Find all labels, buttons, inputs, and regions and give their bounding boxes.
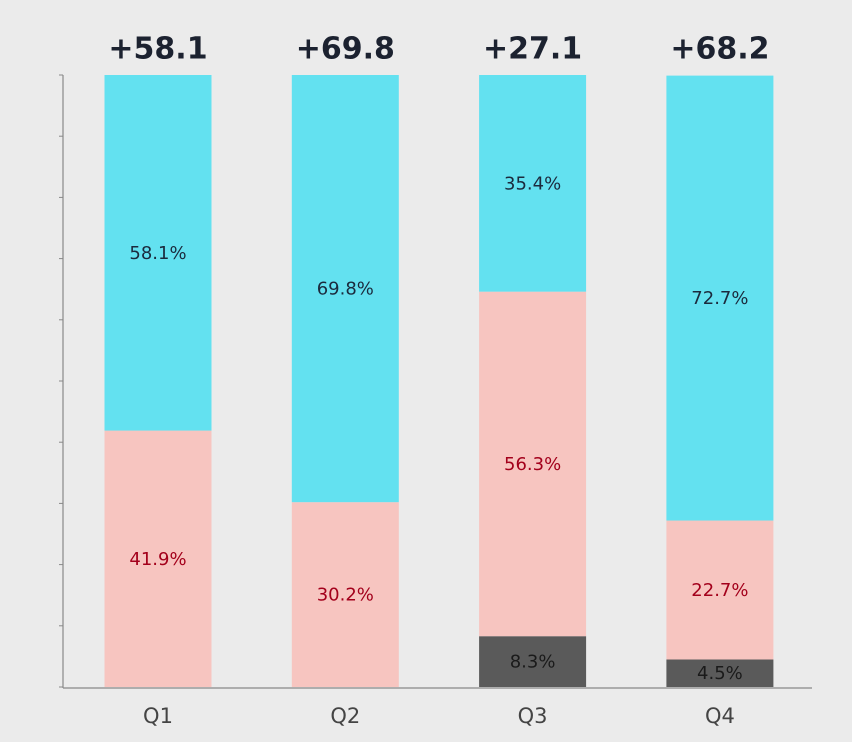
bar-segment	[666, 520, 774, 660]
data-label: 35.4%	[504, 173, 561, 194]
bar-segment	[291, 502, 399, 687]
net-label: +69.8	[296, 32, 395, 67]
data-label: 41.9%	[129, 549, 186, 570]
bar-segment	[291, 75, 399, 503]
bar-segment	[479, 291, 587, 637]
data-label: 69.8%	[317, 279, 374, 300]
data-label: 4.5%	[697, 663, 743, 684]
bar-segment	[666, 659, 774, 687]
data-label: 30.2%	[317, 585, 374, 606]
data-label: 8.3%	[510, 652, 556, 673]
bar-segment	[104, 75, 212, 431]
x-tick-label: Q2	[330, 704, 360, 728]
data-label: 22.7%	[691, 580, 748, 601]
data-label: 56.3%	[504, 454, 561, 475]
data-label: 72.7%	[691, 288, 748, 309]
x-tick-label: Q3	[518, 704, 548, 728]
net-label: +68.2	[670, 32, 769, 67]
x-tick-label: Q4	[705, 704, 735, 728]
bar-segment	[666, 75, 774, 521]
x-tick-label: Q1	[143, 704, 173, 728]
bar-segment	[479, 75, 587, 292]
data-label: 58.1%	[129, 243, 186, 264]
bar-segment	[104, 430, 212, 687]
net-label: +58.1	[108, 32, 207, 67]
bar-segment	[479, 636, 587, 687]
net-label: +27.1	[483, 32, 582, 67]
